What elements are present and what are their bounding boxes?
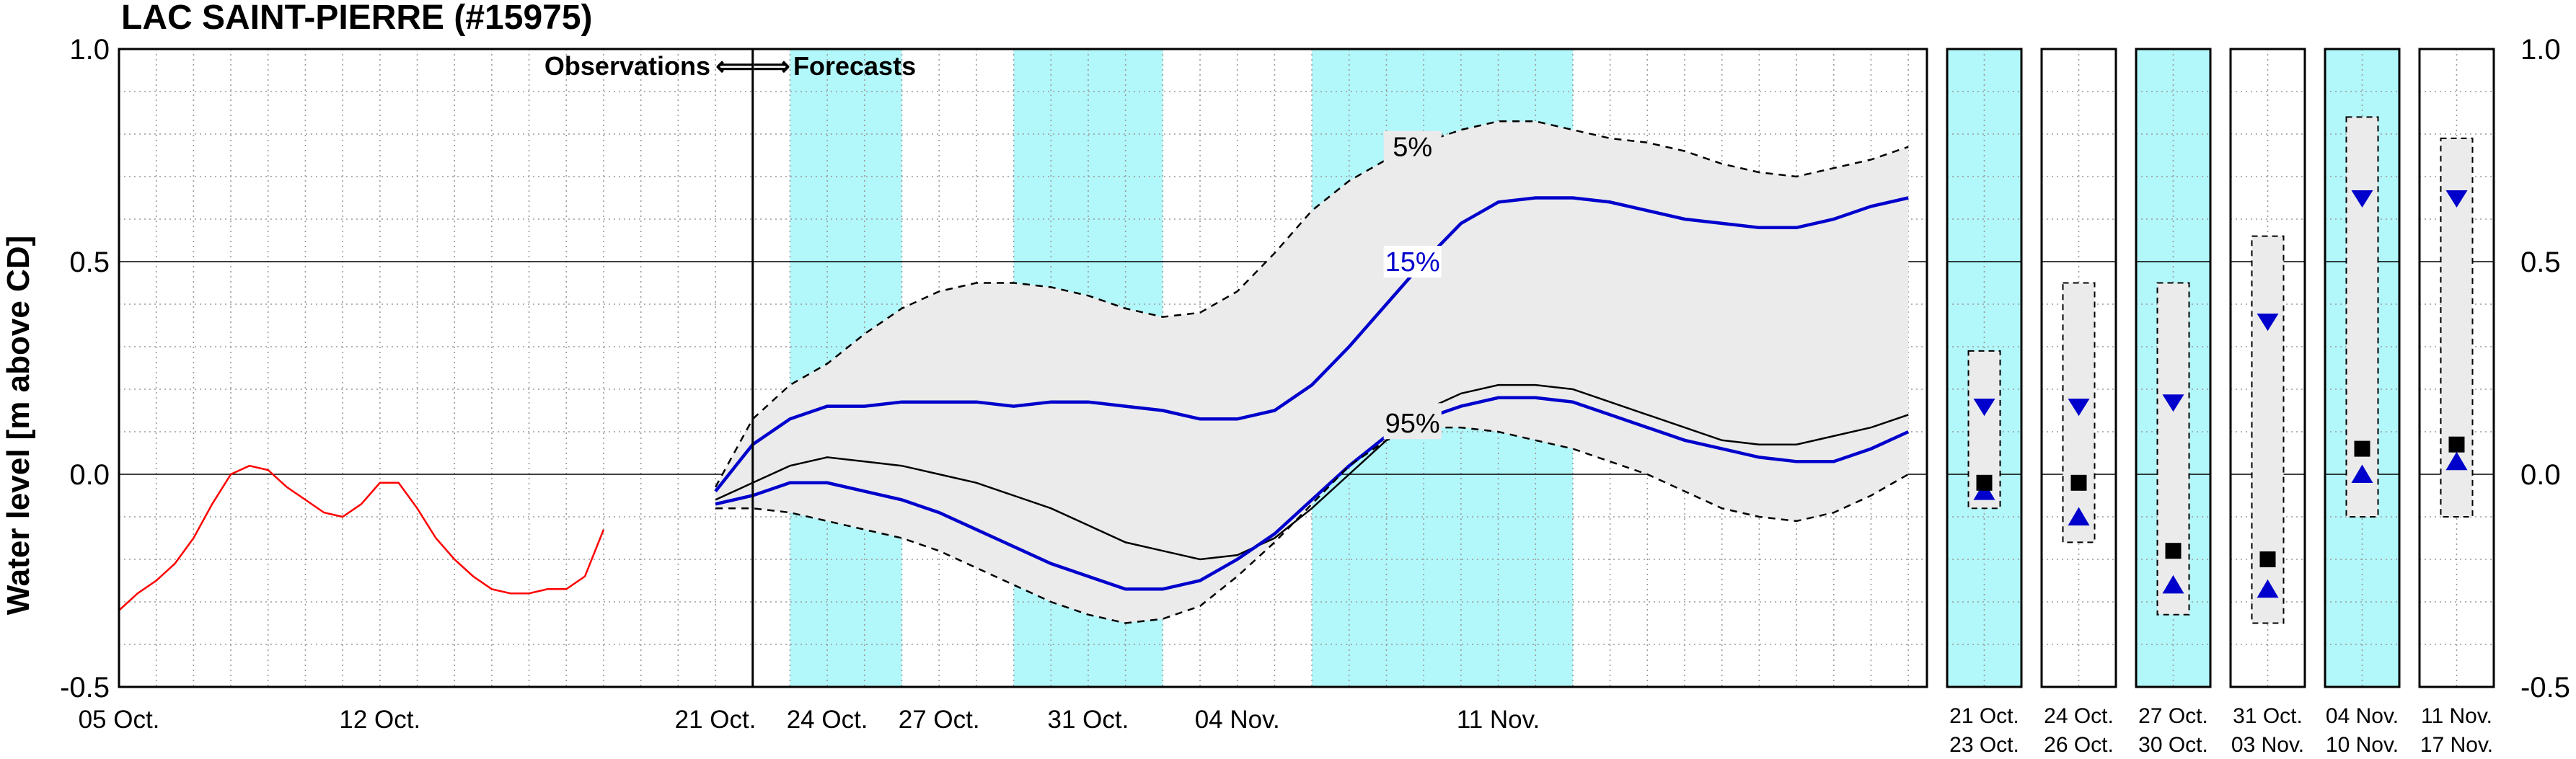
- period-range-box: [2156, 282, 2190, 616]
- period-85pct-marker: [2445, 451, 2468, 471]
- forecasts-label: Forecasts: [793, 51, 916, 81]
- period-frame: [2418, 48, 2495, 688]
- period-85pct-marker: [1973, 481, 1995, 500]
- period-panel: 21 Oct. 23 Oct.: [1946, 48, 2023, 757]
- period-15pct-marker: [2351, 190, 2373, 208]
- period-15pct-marker: [2068, 399, 2090, 417]
- period-range-box: [2345, 116, 2379, 518]
- y-tick-labels: 1.0 1.0 0.5 0.5 0.0 0.0 -0.5 -0.5: [60, 34, 2570, 703]
- period-85pct-marker: [2257, 579, 2279, 598]
- y-tick-label-left: 1.0: [69, 34, 110, 66]
- period-label-start: 11 Nov.: [2421, 704, 2492, 728]
- x-tick-label: 04 Nov.: [1195, 706, 1280, 734]
- x-tick-label: 31 Oct.: [1048, 706, 1129, 734]
- period-15pct-marker: [2257, 314, 2279, 332]
- period-median-marker: [2070, 474, 2087, 491]
- period-frame: [2229, 48, 2306, 688]
- period-median-marker: [2448, 436, 2465, 453]
- main-plot-frame: [118, 48, 1928, 688]
- percentile-label-text: 5%: [1393, 133, 1432, 163]
- period-label-start: 21 Oct.: [1949, 704, 2019, 728]
- period-panels: 21 Oct. 23 Oct. 24 Oct. 26 Oct. 27 Oct. 30 Oc…: [1946, 48, 2495, 757]
- observed-line: [118, 464, 605, 611]
- period-panel: 24 Oct. 26 Oct.: [2040, 48, 2117, 757]
- period-label-start: 04 Nov.: [2326, 704, 2399, 728]
- percentile-label-text: 15%: [1385, 247, 1440, 278]
- percentile-label-background: [1383, 246, 1442, 278]
- period-15pct-marker: [1973, 399, 1995, 417]
- y-tick-label-right: 0.5: [2520, 247, 2561, 278]
- period-85pct-marker: [2068, 507, 2090, 525]
- period-panel: 11 Nov. 17 Nov.: [2418, 48, 2495, 757]
- period-label-end: 30 Oct.: [2138, 733, 2208, 757]
- double-arrow-icon: ⟸⟹: [715, 51, 790, 81]
- period-label-end: 03 Nov.: [2231, 733, 2304, 757]
- observations-label: Observations: [544, 51, 710, 81]
- observations-forecasts-annotation: Observations ⟸⟹ Forecasts: [544, 51, 916, 81]
- y-tick-label-right: -0.5: [2520, 672, 2570, 703]
- period-panel: 04 Nov. 10 Nov.: [2324, 48, 2401, 757]
- period-label-end: 10 Nov.: [2326, 733, 2399, 757]
- period-panel: 31 Oct. 03 Nov.: [2229, 48, 2306, 757]
- period-15pct-marker: [2445, 190, 2468, 208]
- period-median-marker: [2259, 551, 2276, 567]
- percentile-label-background: [1383, 407, 1442, 440]
- period-panel: 27 Oct. 30 Oct.: [2135, 48, 2212, 757]
- series-5pct-line: [715, 120, 1909, 488]
- y-tick-label-right: 0.0: [2520, 459, 2561, 491]
- x-tick-label: 05 Oct.: [79, 706, 160, 734]
- period-label-end: 17 Nov.: [2420, 733, 2493, 757]
- percentile-label-4: 95%: [1383, 407, 1442, 440]
- x-tick-labels: 05 Oct. 12 Oct. 21 Oct. 24 Oct. 27 Oct. 31 Oc…: [79, 706, 1540, 734]
- period-frame: [2324, 48, 2401, 688]
- y-tick-label-right: 1.0: [2520, 34, 2561, 66]
- period-label-end: 23 Oct.: [1949, 733, 2019, 757]
- series-85pct-line: [715, 396, 1910, 591]
- percentile-label-background: [1383, 130, 1442, 163]
- period-15pct-marker: [2162, 394, 2184, 412]
- period-frame: [2135, 48, 2212, 688]
- x-tick-label: 27 Oct.: [899, 706, 980, 734]
- uncertainty-envelope: [715, 121, 1909, 623]
- y-tick-label-left: 0.5: [69, 247, 110, 278]
- period-median-marker: [1976, 474, 1993, 491]
- y-axis-label: Water level [m above CD]: [1, 236, 36, 616]
- x-tick-label: 11 Nov.: [1457, 706, 1540, 734]
- period-frame: [1946, 48, 2023, 688]
- percentile-label-text: 95%: [1385, 409, 1440, 439]
- x-tick-label: 12 Oct.: [339, 706, 420, 734]
- series-95pct-line: [715, 426, 1909, 624]
- x-tick-label: 21 Oct.: [675, 706, 757, 734]
- period-label-end: 26 Oct.: [2044, 733, 2114, 757]
- period-frame: [2040, 48, 2117, 688]
- period-85pct-marker: [2351, 464, 2373, 483]
- y-tick-label-left: -0.5: [60, 672, 110, 703]
- period-median-marker: [2165, 543, 2182, 559]
- percentile-label-0: 5%: [1383, 130, 1442, 163]
- series-median-line: [715, 383, 1909, 561]
- period-median-marker: [2354, 440, 2370, 457]
- period-label-start: 27 Oct.: [2138, 704, 2208, 728]
- period-85pct-marker: [2162, 574, 2184, 594]
- chart-title: LAC SAINT-PIERRE (#15975): [121, 0, 593, 37]
- main-plot-panel: 5%15%85%95%: [118, 48, 1928, 688]
- y-tick-label-left: 0.0: [69, 459, 110, 491]
- period-label-start: 31 Oct.: [2233, 704, 2303, 728]
- period-label-start: 24 Oct.: [2044, 704, 2114, 728]
- series-15pct-line: [714, 196, 1909, 493]
- percentile-label-1: 15%: [1383, 246, 1442, 278]
- x-tick-label: 24 Oct.: [787, 706, 868, 734]
